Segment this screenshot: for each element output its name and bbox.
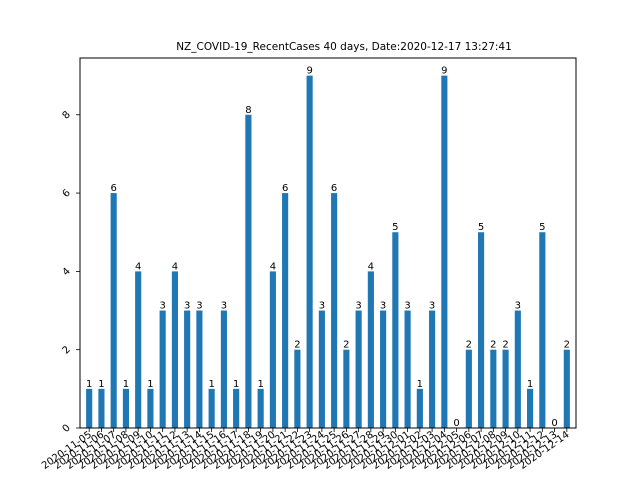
bar-value-label: 3 bbox=[319, 301, 325, 312]
bar-2020-11-13 bbox=[184, 310, 191, 428]
bar-value-label: 3 bbox=[429, 301, 435, 312]
bar-value-label: 1 bbox=[98, 379, 104, 390]
bar-2020-12-06 bbox=[465, 349, 472, 428]
y-tick-label: 2 bbox=[61, 344, 73, 356]
bar-value-label: 8 bbox=[245, 105, 251, 116]
bar-value-label: 2 bbox=[343, 340, 349, 351]
bar-2020-11-06 bbox=[98, 388, 105, 428]
bar-value-label: 1 bbox=[208, 379, 214, 390]
bars-layer bbox=[86, 75, 570, 428]
bar-2020-12-07 bbox=[478, 232, 485, 428]
bar-value-label: 1 bbox=[257, 379, 263, 390]
bar-2020-11-17 bbox=[233, 388, 240, 428]
chart-title: NZ_COVID-19_RecentCases 40 days, Date:20… bbox=[176, 41, 512, 53]
bar-2020-11-10 bbox=[147, 388, 154, 428]
bar-value-label: 3 bbox=[404, 301, 410, 312]
bar-value-label: 3 bbox=[355, 301, 361, 312]
bar-value-label: 2 bbox=[490, 340, 496, 351]
bar-value-label: 6 bbox=[282, 183, 288, 194]
plot-frame bbox=[79, 57, 577, 429]
bar-2020-12-12 bbox=[539, 232, 546, 428]
bar-2020-11-22 bbox=[294, 349, 301, 428]
bar-value-label: 2 bbox=[564, 340, 570, 351]
bar-value-label: 4 bbox=[172, 261, 178, 272]
bar-value-label: 9 bbox=[306, 66, 312, 77]
bar-2020-12-10 bbox=[514, 310, 521, 428]
bar-value-label: 2 bbox=[466, 340, 472, 351]
bar-2020-11-11 bbox=[159, 310, 166, 428]
bar-2020-12-09 bbox=[502, 349, 509, 428]
bar-2020-11-16 bbox=[220, 310, 227, 428]
bar-value-label: 4 bbox=[368, 261, 374, 272]
bar-2020-11-30 bbox=[392, 232, 399, 428]
bar-2020-11-19 bbox=[257, 388, 264, 428]
y-tick-label: 0 bbox=[61, 423, 73, 435]
bar-value-label: 2 bbox=[294, 340, 300, 351]
bar-value-label: 0 bbox=[551, 418, 557, 429]
bar-2020-11-23 bbox=[306, 75, 313, 428]
bar-2020-12-02 bbox=[416, 388, 423, 428]
bar-2020-11-24 bbox=[318, 310, 325, 428]
bar-value-label: 0 bbox=[453, 418, 459, 429]
bar-2020-11-27 bbox=[355, 310, 362, 428]
bar-2020-11-20 bbox=[269, 271, 276, 428]
bar-value-label: 4 bbox=[270, 261, 276, 272]
bar-value-label: 6 bbox=[331, 183, 337, 194]
bar-2020-12-01 bbox=[404, 310, 411, 428]
bar-2020-11-21 bbox=[282, 193, 289, 428]
bar-2020-11-18 bbox=[245, 114, 252, 428]
y-tick-label: 4 bbox=[61, 266, 73, 278]
bar-value-label: 1 bbox=[417, 379, 423, 390]
bar-2020-11-25 bbox=[331, 193, 338, 428]
bar-value-label: 3 bbox=[196, 301, 202, 312]
bar-value-label: 1 bbox=[233, 379, 239, 390]
bar-value-label: 9 bbox=[441, 66, 447, 77]
bar-value-label: 3 bbox=[515, 301, 521, 312]
bar-2020-12-08 bbox=[490, 349, 497, 428]
x-axis: 2020-11-052020-11-062020-11-072020-11-08… bbox=[40, 428, 572, 472]
bar-2020-11-12 bbox=[171, 271, 178, 428]
bar-2020-11-14 bbox=[196, 310, 203, 428]
bar-value-label: 1 bbox=[527, 379, 533, 390]
bar-2020-11-07 bbox=[110, 193, 117, 428]
bar-value-label: 5 bbox=[478, 222, 484, 233]
bar-2020-12-11 bbox=[527, 388, 534, 428]
bar-value-label: 1 bbox=[86, 379, 92, 390]
bar-2020-11-08 bbox=[122, 388, 129, 428]
bar-2020-11-26 bbox=[343, 349, 350, 428]
bar-value-label: 3 bbox=[380, 301, 386, 312]
y-axis: 0 2 4 6 8 bbox=[61, 109, 80, 435]
bar-2020-11-29 bbox=[380, 310, 387, 428]
bar-2020-12-14 bbox=[563, 349, 570, 428]
bar-value-label: 2 bbox=[502, 340, 508, 351]
bar-value-label: 5 bbox=[392, 222, 398, 233]
bar-value-label: 5 bbox=[539, 222, 545, 233]
bar-value-label: 6 bbox=[110, 183, 116, 194]
bar-2020-11-09 bbox=[135, 271, 142, 428]
bar-2020-12-04 bbox=[441, 75, 448, 428]
bar-value-label: 4 bbox=[135, 261, 141, 272]
bar-2020-11-15 bbox=[208, 388, 215, 428]
bar-2020-11-05 bbox=[86, 388, 93, 428]
bar-value-label: 3 bbox=[159, 301, 165, 312]
y-tick-label: 8 bbox=[61, 109, 73, 121]
bar-value-label: 3 bbox=[221, 301, 227, 312]
bar-value-label: 1 bbox=[123, 379, 129, 390]
bar-value-label: 1 bbox=[147, 379, 153, 390]
bar-2020-12-03 bbox=[429, 310, 436, 428]
bar-2020-11-28 bbox=[367, 271, 374, 428]
y-tick-label: 6 bbox=[61, 188, 73, 200]
bar-value-label: 3 bbox=[184, 301, 190, 312]
